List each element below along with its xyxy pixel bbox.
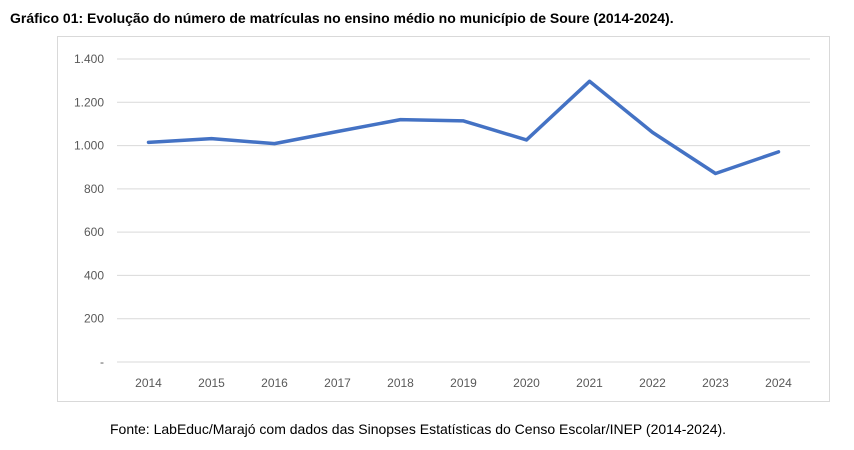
chart-source: Fonte: LabEduc/Marajó com dados das Sino…: [110, 421, 727, 437]
y-tick-label: 1.200: [74, 95, 104, 109]
y-tick-label: 1.000: [74, 139, 104, 153]
x-tick-label: 2014: [135, 376, 162, 390]
x-tick-label: 2015: [198, 376, 225, 390]
y-tick-label: 800: [84, 182, 104, 196]
y-tick-label: 1.400: [74, 52, 104, 66]
x-tick-label: 2024: [765, 376, 792, 390]
chart-frame: [57, 36, 830, 402]
y-tick-label: 400: [84, 268, 104, 282]
x-tick-label: 2023: [702, 376, 729, 390]
chart-title: Gráfico 01: Evolução do número de matríc…: [10, 10, 674, 26]
x-tick-label: 2019: [450, 376, 477, 390]
series-line: [146, 79, 781, 176]
x-tick-label: 2018: [387, 376, 414, 390]
y-tick-label: 600: [84, 225, 104, 239]
y-tick-label: -: [100, 355, 104, 369]
x-tick-label: 2016: [261, 376, 288, 390]
x-tick-label: 2017: [324, 376, 351, 390]
x-tick-label: 2020: [513, 376, 540, 390]
y-tick-label: 200: [84, 312, 104, 326]
x-tick-label: 2021: [576, 376, 603, 390]
x-tick-label: 2022: [639, 376, 666, 390]
